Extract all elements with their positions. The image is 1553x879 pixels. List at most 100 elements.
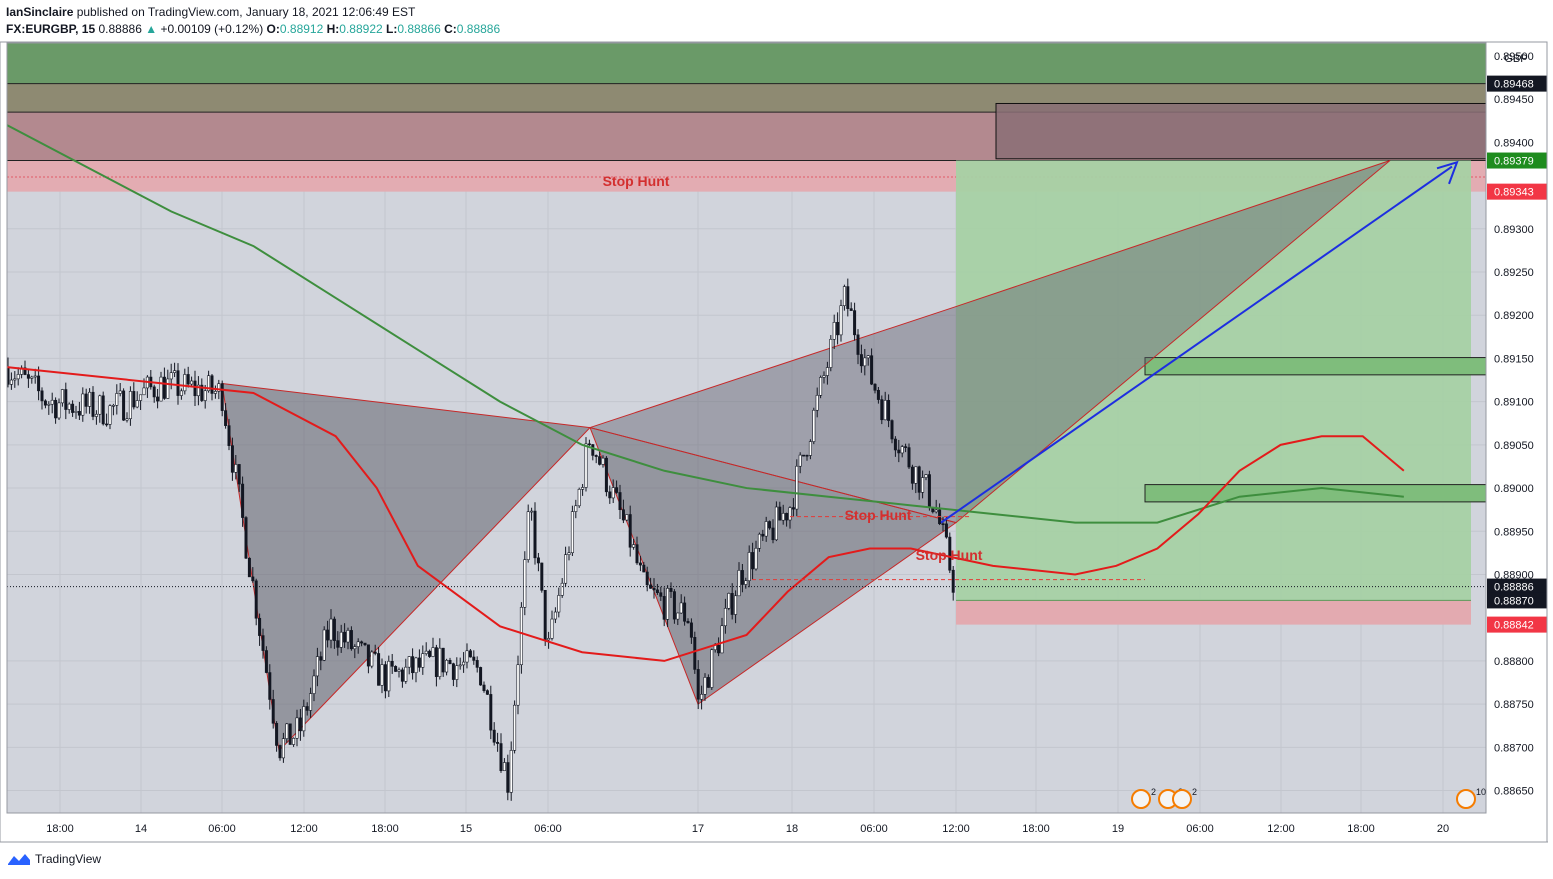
- event-count: 10: [1476, 787, 1486, 797]
- price-tick-label: 0.88750: [1494, 699, 1534, 711]
- tradingview-logo-icon: [8, 854, 30, 865]
- price-badge-label: 0.88886: [1494, 582, 1534, 594]
- candle: [870, 355, 874, 385]
- candle: [543, 589, 547, 641]
- candle: [458, 664, 462, 667]
- candle: [526, 511, 530, 560]
- economic-event-icon: [1131, 789, 1151, 809]
- candle: [921, 477, 925, 493]
- candle: [431, 647, 435, 657]
- time-tick-label: 19: [1112, 823, 1124, 835]
- candle: [618, 492, 622, 511]
- candle: [890, 420, 894, 440]
- stop-hunt-label: Stop Hunt: [845, 507, 912, 523]
- candle: [434, 647, 438, 677]
- candle: [727, 593, 731, 609]
- candle: [414, 657, 418, 674]
- candle: [50, 399, 54, 405]
- supply-box: [995, 102, 1487, 160]
- candle: [13, 378, 17, 381]
- time-tick-label: 18:00: [1347, 823, 1375, 835]
- candle: [213, 391, 217, 394]
- candle: [74, 411, 78, 413]
- price-badge-label: 0.88842: [1494, 620, 1534, 632]
- price-badge-label: 0.89468: [1494, 79, 1534, 91]
- candle: [774, 506, 778, 541]
- price-tick-label: 0.89300: [1494, 224, 1534, 236]
- candle: [771, 527, 775, 541]
- candle: [764, 521, 768, 537]
- candle: [822, 375, 826, 378]
- time-tick-label: 06:00: [860, 823, 888, 835]
- candle: [128, 391, 132, 419]
- moving-average-fast: [6, 366, 1405, 662]
- candle: [927, 474, 931, 508]
- candle: [227, 425, 231, 446]
- candle: [924, 474, 928, 478]
- candle: [125, 418, 129, 421]
- candle: [557, 595, 561, 613]
- candle: [217, 383, 221, 392]
- candle: [159, 376, 163, 402]
- candle: [873, 383, 877, 391]
- candle: [717, 644, 721, 654]
- candle: [207, 375, 211, 392]
- candle: [230, 445, 234, 473]
- candle: [60, 389, 64, 404]
- candle: [356, 641, 360, 647]
- price-badge-label: 0.89343: [1494, 187, 1534, 199]
- price-badge-label: 0.89379: [1494, 156, 1534, 168]
- publish-date: published on TradingView.com, January 18…: [73, 5, 416, 19]
- candle: [101, 395, 105, 425]
- candle: [951, 569, 955, 593]
- candle: [67, 403, 71, 410]
- candle: [883, 400, 887, 421]
- candle: [43, 400, 47, 406]
- candle: [812, 409, 816, 442]
- candle: [244, 517, 248, 559]
- candle: [23, 367, 27, 375]
- candle: [628, 514, 632, 548]
- candle: [390, 660, 394, 667]
- candle: [768, 521, 772, 529]
- candle: [720, 625, 724, 654]
- candle: [64, 389, 68, 410]
- candle: [540, 562, 544, 591]
- price-tick-label: 0.89200: [1494, 310, 1534, 322]
- candle: [210, 375, 214, 394]
- candle: [397, 669, 401, 672]
- candle: [917, 466, 921, 493]
- candle: [135, 400, 139, 408]
- candle: [832, 322, 836, 340]
- price-badge-label: 0.88870: [1494, 595, 1534, 607]
- candle: [689, 622, 693, 638]
- author-name[interactable]: IanSinclaire: [6, 5, 74, 19]
- publish-info: IanSinclaire published on TradingView.co…: [6, 5, 415, 19]
- price-tick-label: 0.89150: [1494, 353, 1534, 365]
- tradingview-brand: TradingView: [35, 852, 102, 866]
- candle: [309, 693, 313, 711]
- candle: [281, 738, 285, 759]
- candle: [856, 334, 860, 355]
- candle: [387, 660, 391, 692]
- candle: [594, 455, 598, 457]
- candle: [220, 383, 224, 411]
- candle: [795, 465, 799, 510]
- close-label: C:: [444, 22, 457, 36]
- price-tick-label: 0.89050: [1494, 440, 1534, 452]
- event-count: 2: [1151, 787, 1156, 797]
- candle: [33, 375, 37, 378]
- candle: [570, 511, 574, 554]
- up-arrow-icon: ▲: [145, 22, 158, 36]
- price-tick-label: 0.88800: [1494, 656, 1534, 668]
- target-arrow: [940, 165, 1453, 524]
- candle: [183, 374, 187, 392]
- candle: [302, 706, 306, 732]
- candle: [866, 355, 870, 359]
- high-label: H:: [326, 22, 340, 36]
- candle: [26, 374, 30, 379]
- candle: [907, 447, 911, 468]
- tradingview-logo[interactable]: TradingView: [7, 852, 101, 866]
- candle: [111, 405, 115, 407]
